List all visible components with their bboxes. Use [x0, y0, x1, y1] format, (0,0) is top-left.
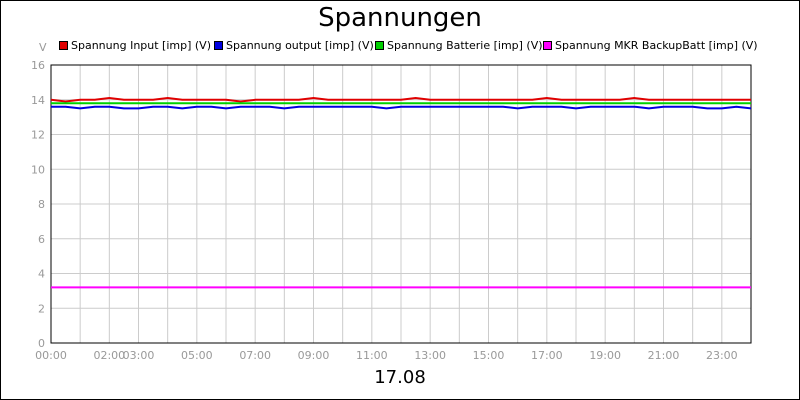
legend-label-input: Spannung Input [imp] (V) [71, 39, 211, 52]
x-tick-label: 13:00 [414, 349, 446, 362]
plot-border [50, 64, 752, 344]
legend-swatch-output [214, 41, 223, 50]
legend-label-backupbatt: Spannung MKR BackupBatt [imp] (V) [555, 39, 758, 52]
y-tick-label: 6 [38, 233, 45, 246]
x-tick-label: 09:00 [298, 349, 330, 362]
y-tick-label: 4 [38, 268, 45, 281]
y-tick-label: 16 [31, 59, 45, 72]
chart-title: Spannungen [318, 3, 482, 33]
x-tick-label: 15:00 [473, 349, 505, 362]
series-line-2 [51, 105, 752, 110]
legend-item-backupbatt: Spannung MKR BackupBatt [imp] (V) [543, 39, 758, 52]
y-tick-label: 2 [38, 302, 45, 315]
x-tick-label: 21:00 [648, 349, 680, 362]
legend-label-batterie: Spannung Batterie [imp] (V) [387, 39, 543, 52]
x-tick-label: 03:00 [123, 349, 155, 362]
x-tick-label: 05:00 [181, 349, 213, 362]
y-tick-label: 12 [31, 129, 45, 142]
x-tick-label: 07:00 [239, 349, 271, 362]
x-tick-label: 19:00 [589, 349, 621, 362]
x-tick-label: 17:00 [531, 349, 563, 362]
x-tick-label: 11:00 [356, 349, 388, 362]
y-axis-unit-label: V [39, 41, 47, 54]
legend-swatch-input [59, 41, 68, 50]
legend-item-batterie: Spannung Batterie [imp] (V) [375, 39, 543, 52]
y-tick-label: 8 [38, 198, 45, 211]
x-tick-label: 00:00 [35, 349, 67, 362]
x-axis-date-label: 17.08 [374, 367, 426, 388]
legend-item-input: Spannung Input [imp] (V) [59, 39, 211, 52]
y-tick-label: 14 [31, 94, 45, 107]
x-tick-label: 23:00 [706, 349, 738, 362]
y-tick-label: 10 [31, 163, 45, 176]
legend-item-output: Spannung output [imp] (V) [214, 39, 374, 52]
series-line-1 [50, 96, 751, 103]
y-tick-label: 0 [38, 337, 45, 350]
legend-label-output: Spannung output [imp] (V) [226, 39, 374, 52]
legend-swatch-backupbatt [543, 41, 552, 50]
legend-swatch-batterie [375, 41, 384, 50]
x-tick-label: 02:00 [93, 349, 125, 362]
